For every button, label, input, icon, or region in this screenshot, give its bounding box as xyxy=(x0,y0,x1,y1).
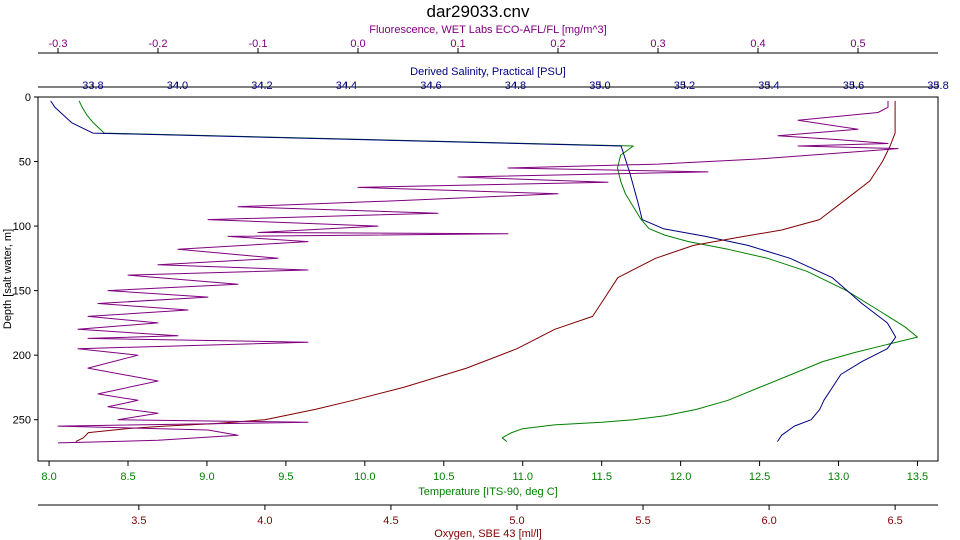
fluorescence-tick-label-4: 0.1 xyxy=(450,38,465,50)
fluorescence-series-line xyxy=(57,100,899,444)
oxygen-tick-label-2: 4.5 xyxy=(383,515,398,527)
oxygen-axis: 3.5 4.0 4.5 5.0 5.5 6.0 6.5 Oxygen, SBE 43 [ml/… xyxy=(38,504,938,540)
fluorescence-tick-label-0: -0.3 xyxy=(49,38,68,50)
salinity-tick-label-0: 33.8 xyxy=(82,80,103,92)
y-tick-label-4: 200 xyxy=(13,350,31,362)
temperature-tick-label-4: 10.0 xyxy=(354,471,375,483)
temperature-axis-title: Temperature [ITS-90, deg C] xyxy=(418,486,557,498)
temperature-tick-label-9: 12.5 xyxy=(749,471,770,483)
fluorescence-tick-label-3: 0.0 xyxy=(350,38,365,50)
temperature-tick-label-0: 8.0 xyxy=(41,471,56,483)
salinity-tick-label-8: 35.4 xyxy=(758,80,779,92)
fluorescence-tick-label-7: 0.4 xyxy=(750,38,765,50)
oxygen-series-line xyxy=(75,100,896,443)
fluorescence-tick-label-5: 0.2 xyxy=(550,38,565,50)
salinity-axis-title: Derived Salinity, Practical [PSU] xyxy=(410,66,566,78)
temperature-tick-label-2: 9.0 xyxy=(199,471,214,483)
salinity-tick-label-3: 34.4 xyxy=(336,80,357,92)
salinity-tick-label-10: 35.8 xyxy=(927,80,948,92)
salinity-axis: 33.8 34.0 34.2 34.4 34.6 34.8 35.0 35.2 35.4 35.6… xyxy=(38,66,949,92)
chart-title: dar29033.cnv xyxy=(426,2,530,21)
salinity-tick-label-1: 34.0 xyxy=(167,80,188,92)
y-tick-label-5: 250 xyxy=(13,415,31,427)
y-tick-label-1: 50 xyxy=(19,157,31,169)
salinity-tick-label-2: 34.2 xyxy=(251,80,272,92)
salinity-tick-label-4: 34.6 xyxy=(420,80,441,92)
y-tick-label-3: 150 xyxy=(13,286,31,298)
temperature-tick-label-5: 10.5 xyxy=(433,471,454,483)
oxygen-tick-label-0: 3.5 xyxy=(131,515,146,527)
fluorescence-axis: -0.3 -0.2 -0.1 0.0 0.1 0.2 0.3 0.4 0.5 Fluorescen… xyxy=(38,24,938,54)
fluorescence-tick-label-8: 0.5 xyxy=(850,38,865,50)
temperature-tick-label-7: 11.5 xyxy=(591,471,612,483)
oxygen-tick-label-6: 6.5 xyxy=(887,515,902,527)
salinity-tick-label-9: 35.6 xyxy=(843,80,864,92)
fluorescence-tick-label-6: 0.3 xyxy=(650,38,665,50)
y-tick-label-2: 100 xyxy=(13,221,31,233)
plot-frame xyxy=(37,96,939,462)
temperature-series-line xyxy=(78,100,918,442)
y-axis-title: Depth [salt water, m] xyxy=(2,229,14,329)
oxygen-axis-title: Oxygen, SBE 43 [ml/l] xyxy=(434,528,542,540)
temperature-tick-label-6: 11.0 xyxy=(512,471,533,483)
temperature-tick-label-1: 8.5 xyxy=(120,471,135,483)
salinity-series-line xyxy=(50,100,897,442)
series-layer xyxy=(50,100,918,444)
fluorescence-axis-title: Fluorescence, WET Labs ECO-AFL/FL [mg/m^… xyxy=(369,24,606,36)
fluorescence-tick-label-2: -0.1 xyxy=(249,38,268,50)
salinity-tick-label-7: 35.2 xyxy=(674,80,695,92)
fluorescence-tick-label-1: -0.2 xyxy=(149,38,168,50)
temperature-tick-label-11: 13.5 xyxy=(907,471,928,483)
oxygen-tick-label-5: 6.0 xyxy=(761,515,776,527)
salinity-tick-label-5: 34.8 xyxy=(505,80,526,92)
axes-layer: 0 50 100 150 200 250 -0.3 -0.2 -0.1 0.0 0.1 0.2 0.3 0… xyxy=(13,24,949,540)
oxygen-tick-label-3: 5.0 xyxy=(509,515,524,527)
temperature-tick-label-10: 13.0 xyxy=(828,471,849,483)
temperature-axis: 8.0 8.5 9.0 9.5 10.0 10.5 11.0 11.5 12.0 12.5 13.0… xyxy=(41,461,928,498)
oxygen-tick-label-4: 5.5 xyxy=(635,515,650,527)
oxygen-tick-label-1: 4.0 xyxy=(257,515,272,527)
y-tick-label-0: 0 xyxy=(25,92,31,104)
temperature-tick-label-8: 12.0 xyxy=(670,471,691,483)
temperature-tick-label-3: 9.5 xyxy=(278,471,293,483)
salinity-tick-label-6: 35.0 xyxy=(589,80,610,92)
